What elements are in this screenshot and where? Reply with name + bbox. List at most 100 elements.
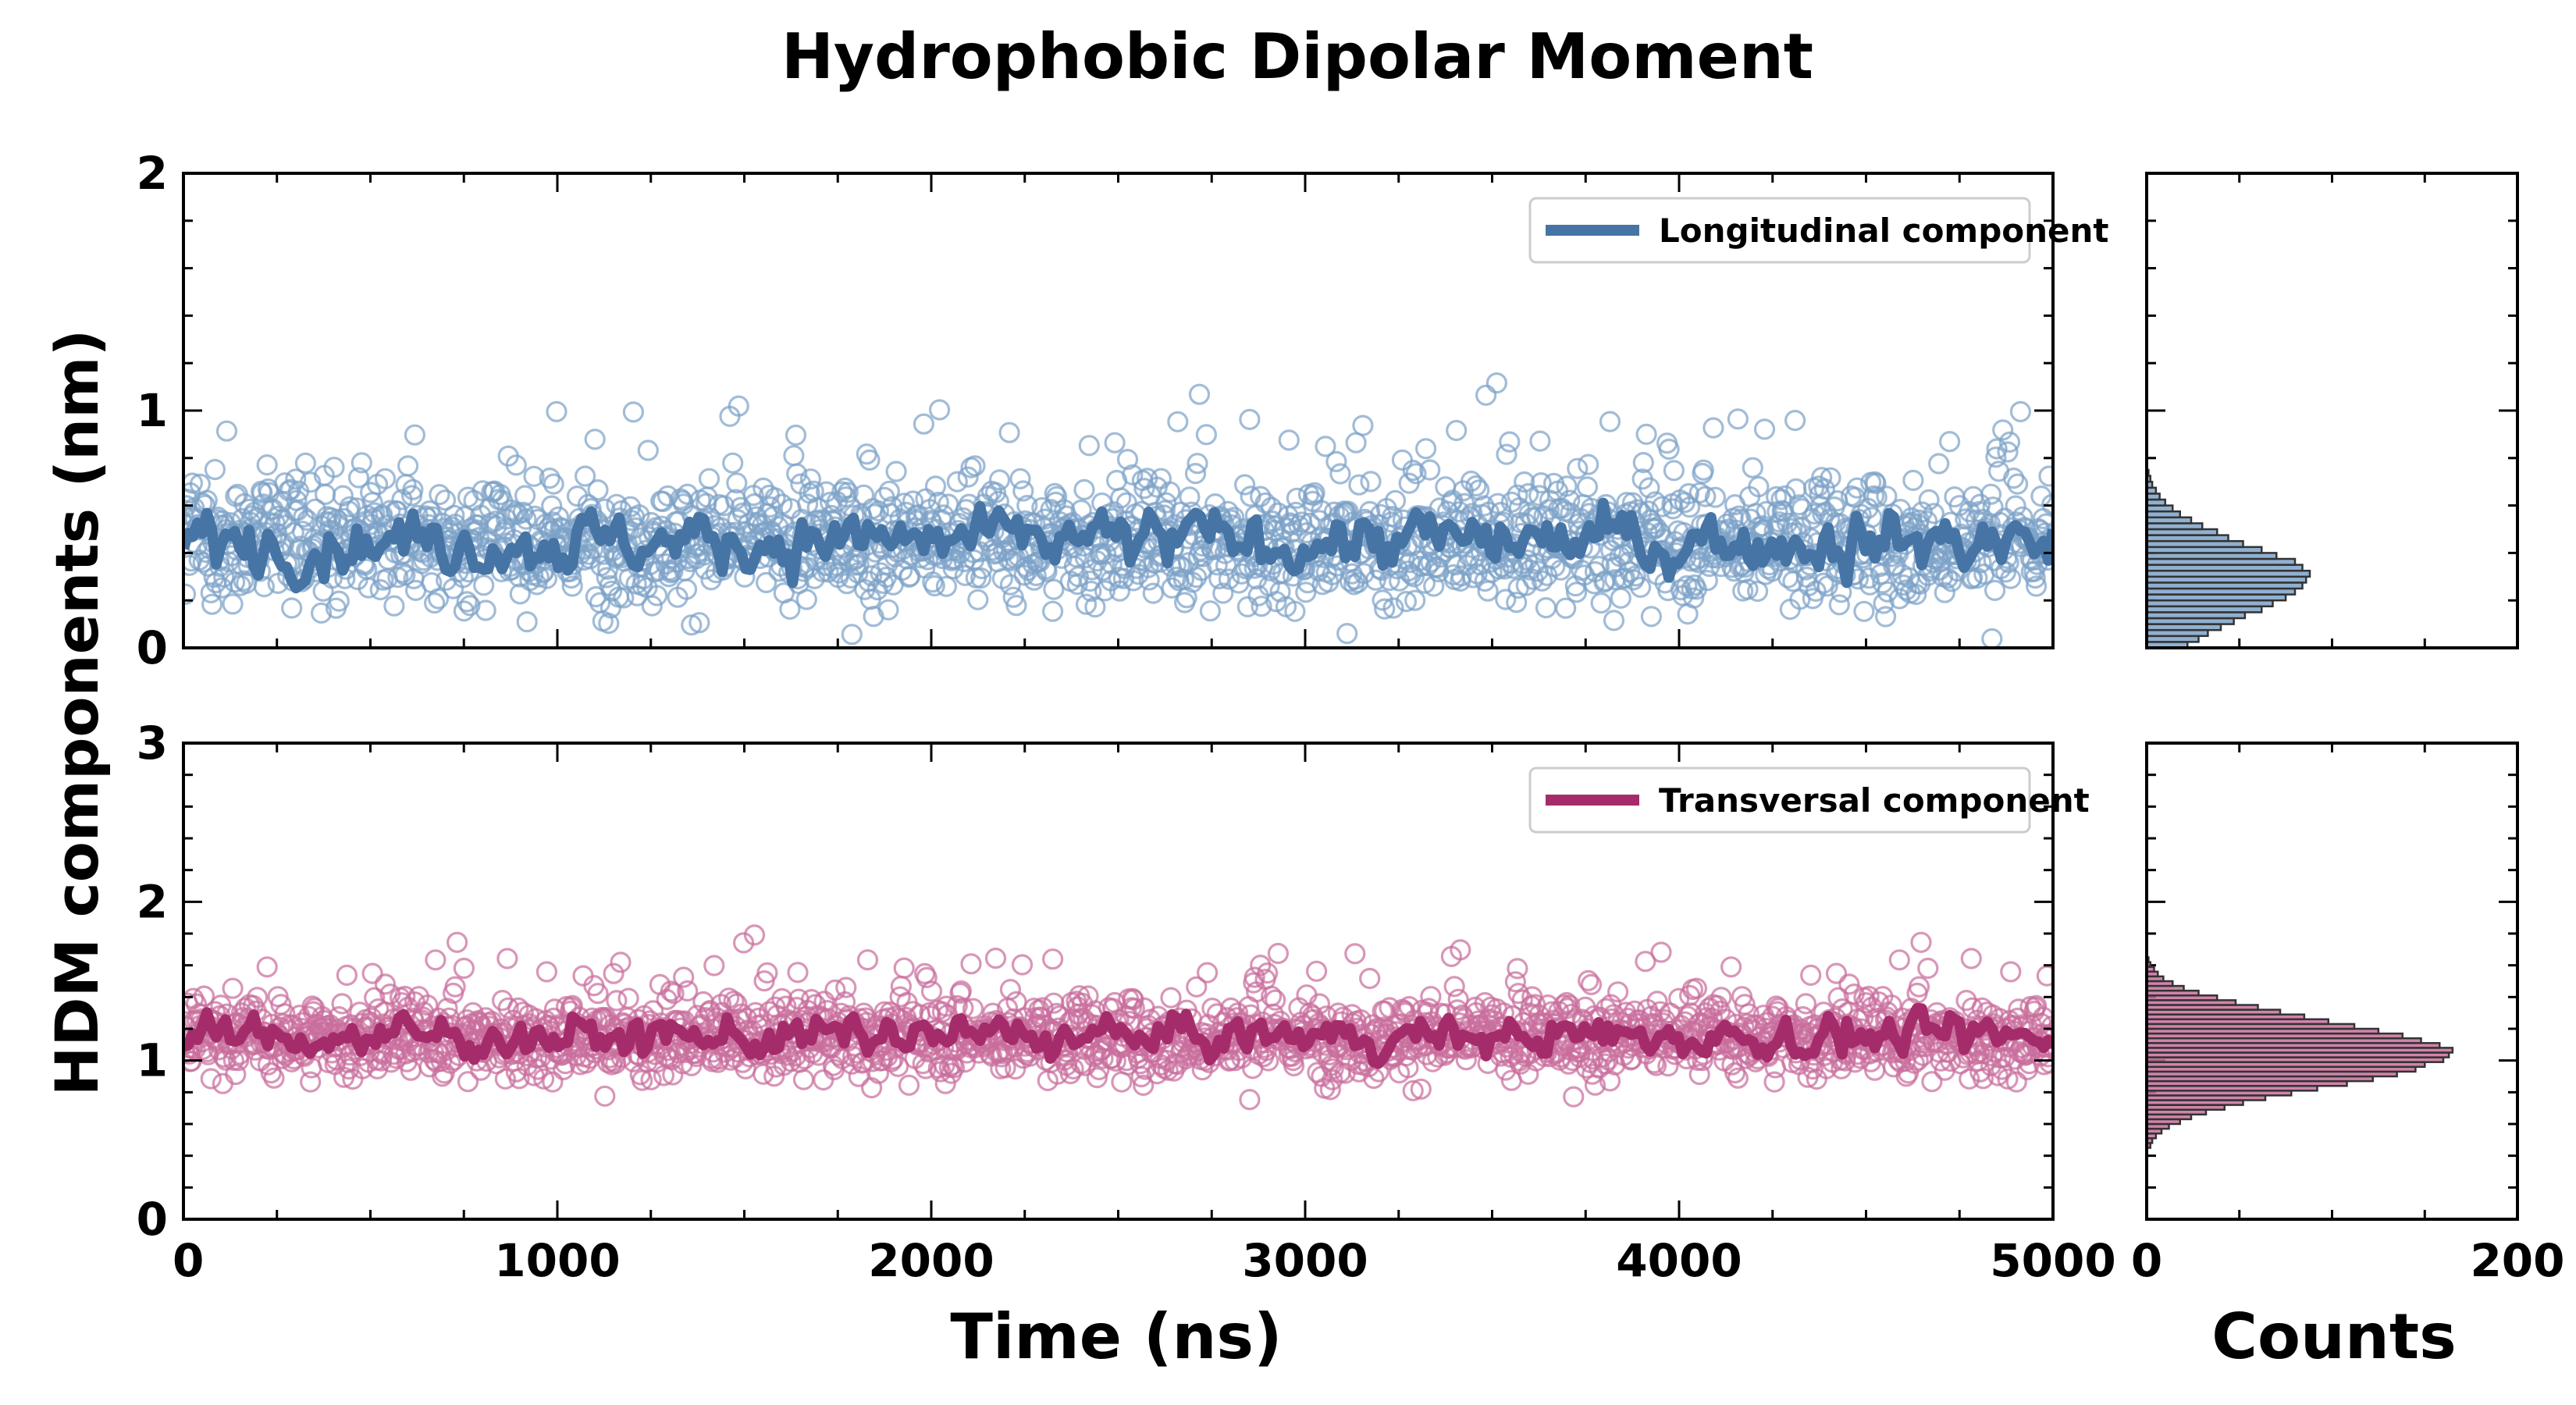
top-scatter-point	[215, 420, 238, 442]
top-scatter-point	[600, 580, 623, 602]
hist-x-tick-label: 0	[2131, 1234, 2162, 1287]
top-scatter-point	[383, 595, 405, 617]
bottom-scatter-point	[677, 980, 699, 1002]
top-scatter-point	[1116, 448, 1139, 471]
top-scatter-point	[2000, 567, 2022, 589]
top-scatter-point	[347, 467, 370, 489]
bottom-scatter-point	[756, 962, 778, 984]
top-scatter-point	[443, 504, 465, 526]
bottom-scatter-point	[331, 993, 353, 1015]
bottom-scatter-point	[1005, 1058, 1026, 1080]
top-scatter-point	[1616, 492, 1638, 514]
bottom-scatter-point	[603, 962, 624, 984]
top-scatter-point	[1167, 411, 1189, 432]
bottom-scatter-point	[1710, 987, 1732, 1008]
bottom-scatter-point	[263, 1067, 285, 1089]
bottom-scatter-point	[606, 990, 628, 1012]
top-scatter-point	[1875, 606, 1897, 628]
bottom-scatter-point	[943, 1057, 966, 1079]
bottom-scatter-point	[1265, 989, 1286, 1011]
top-scatter-point	[183, 583, 197, 605]
top-scatter-point	[543, 473, 564, 495]
bottom-scatter-point	[984, 947, 1007, 969]
bottom-scatter-point	[898, 1074, 920, 1096]
top-scatter-point	[1419, 459, 1441, 481]
bottom-scatter-point	[1763, 1071, 1785, 1093]
bottom-scatter-point	[2039, 1052, 2053, 1074]
top-scatter-point	[587, 478, 609, 501]
top-scatter-point	[1251, 596, 1272, 617]
top-scatter-point	[1110, 487, 1132, 509]
top-scatter-panel: 0 1 2 Longitudinal component	[137, 147, 2109, 674]
bottom-scatter-point	[1350, 1008, 1372, 1031]
top-scatter-point	[369, 578, 391, 601]
top-scatter-point	[429, 483, 450, 506]
top-scatter-point	[1315, 436, 1336, 457]
top-scatter-point	[579, 548, 601, 570]
top-scatter-point	[1348, 474, 1370, 496]
bottom-scatter-point	[950, 980, 972, 1002]
top-scatter-point	[677, 483, 699, 505]
bottom-scatter-point	[532, 1068, 555, 1090]
top-scatter-point	[515, 508, 537, 530]
top-scatter-point	[1395, 590, 1418, 613]
top-scatter-point	[1487, 493, 1509, 514]
top-scatter-point	[582, 538, 604, 560]
top-scatter-point	[1123, 570, 1144, 592]
top-scatter-point	[1352, 414, 1374, 436]
bottom-scatter-point	[856, 949, 879, 971]
top-scatter-point	[1325, 450, 1347, 473]
top-scatter-point	[1555, 597, 1577, 619]
top-scatter-point	[1278, 429, 1300, 451]
bottom-scatter-point	[1997, 1068, 2019, 1090]
bottom-scatter-point	[1800, 964, 1822, 987]
bottom-scatter-point	[1582, 1063, 1603, 1085]
bottom-scatter-point	[1578, 969, 1599, 992]
top-scatter-point	[1012, 480, 1034, 502]
bottom-scatter-point	[673, 966, 695, 988]
bottom-scatter-point	[1827, 987, 1849, 1008]
x-tick-label: 1000	[494, 1234, 620, 1287]
bottom-scatter-point	[1443, 976, 1465, 998]
top-scatter-point	[1768, 511, 1790, 533]
bottom-scatter-point	[1447, 988, 1469, 1010]
bottom-scatter-point	[1888, 949, 1910, 971]
top-scatter-point	[1905, 583, 1927, 606]
top-scatter-point	[279, 478, 302, 500]
top-scatter-point	[1133, 478, 1155, 500]
top-scatter-point	[1360, 471, 1382, 493]
top-scatter-point	[528, 566, 550, 588]
top-scatter-point	[1475, 384, 1497, 406]
bottom-scatter-point	[887, 1055, 909, 1077]
top-scatter-point	[514, 485, 536, 507]
bottom-scatter-point	[1962, 997, 1984, 1019]
top-scatter-point	[1599, 411, 1621, 432]
top-scatter-point	[1692, 459, 1714, 481]
top-scatter-point	[574, 465, 596, 487]
top-scatter-point	[2007, 473, 2029, 495]
top-scatter-point	[1651, 496, 1673, 518]
bottom-scatter-point	[1041, 948, 1064, 970]
top-scatter-point	[1997, 441, 2019, 463]
bottom-scatter-point	[1196, 962, 1219, 984]
top-scatter-point	[1304, 482, 1325, 504]
top-scatter-point	[1638, 477, 1660, 499]
top-scatter-point	[1499, 431, 1521, 453]
top-scatter-point	[1184, 462, 1207, 485]
top-scatter-point	[1345, 432, 1367, 454]
bottom-scatter-point	[835, 976, 857, 998]
x-axis-label: Time (ns)	[950, 1300, 1282, 1373]
bottom-scatter-point	[1910, 931, 1932, 953]
top-scatter-point	[328, 590, 350, 612]
bottom-scatter-point	[1559, 994, 1581, 1016]
top-scatter-point	[222, 593, 244, 615]
top-scatter-point	[1632, 451, 1654, 474]
top-scatter-point	[1742, 457, 1763, 478]
bottom-scatter-point	[1795, 993, 1816, 1015]
bottom-scatter-point	[535, 961, 558, 983]
top-scatter-point	[1112, 567, 1135, 589]
top-scatter-point	[1559, 489, 1581, 511]
top-scatter-point	[1265, 591, 1287, 613]
top-scatter-point	[1462, 567, 1484, 589]
top-scatter-point	[300, 471, 322, 493]
